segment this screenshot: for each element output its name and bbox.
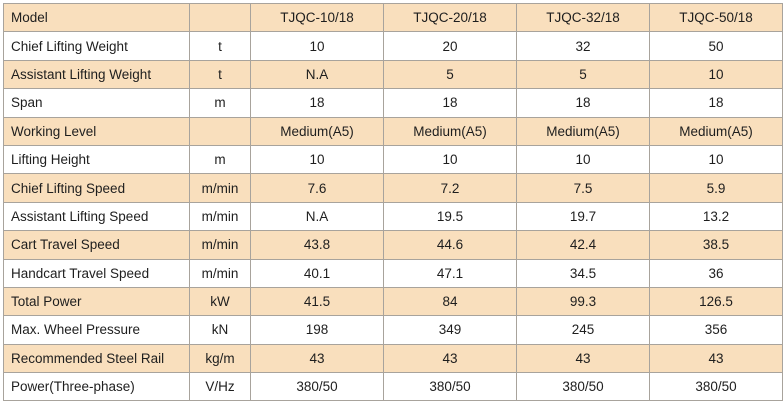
row-label: Span <box>3 88 190 118</box>
row-value: 10 <box>649 59 783 90</box>
row-value: Medium(A5) <box>250 116 384 146</box>
row-value: 356 <box>649 315 783 345</box>
model-header: TJQC-20/18 <box>383 2 517 33</box>
model-header: TJQC-10/18 <box>250 2 384 33</box>
header-row: Model TJQC-10/18 TJQC-20/18 TJQC-32/18 T… <box>3 2 783 33</box>
row-value: 18 <box>250 88 384 118</box>
table-row: Assistant Lifting Speed m/min N.A 19.5 19.7 1… <box>3 201 783 232</box>
table-row: Handcart Travel Speed m/min 40.1 47.1 34.5 36 <box>3 258 783 288</box>
row-value: 10 <box>516 144 650 175</box>
row-value: 41.5 <box>250 286 384 317</box>
row-value: 43 <box>649 343 783 374</box>
table-row: Span m 18 18 18 18 <box>3 88 783 118</box>
row-value: 19.7 <box>516 201 650 232</box>
row-value: 44.6 <box>383 230 517 260</box>
row-value: 99.3 <box>516 286 650 317</box>
row-value: 43 <box>250 343 384 374</box>
spec-table: Model TJQC-10/18 TJQC-20/18 TJQC-32/18 T… <box>3 2 783 402</box>
row-unit: m <box>189 144 251 175</box>
row-unit: kg/m <box>189 343 251 374</box>
row-value: 10 <box>250 144 384 175</box>
row-value: 38.5 <box>649 230 783 260</box>
header-unit <box>189 2 251 33</box>
row-value: Medium(A5) <box>516 116 650 146</box>
row-value: 47.1 <box>383 258 517 288</box>
row-value: 36 <box>649 258 783 288</box>
row-value: 7.6 <box>250 173 384 203</box>
model-header: TJQC-50/18 <box>649 2 783 33</box>
row-value: 5 <box>383 59 517 90</box>
row-value: 20 <box>383 31 517 61</box>
table-row: Max. Wheel Pressure kN 198 349 245 356 <box>3 315 783 345</box>
row-unit: m/min <box>189 173 251 203</box>
row-label: Power(Three-phase) <box>3 372 190 402</box>
row-value: 34.5 <box>516 258 650 288</box>
row-label: Cart Travel Speed <box>3 230 190 260</box>
row-value: 42.4 <box>516 230 650 260</box>
row-value: 349 <box>383 315 517 345</box>
row-label: Handcart Travel Speed <box>3 258 190 288</box>
row-value: 380/50 <box>383 372 517 402</box>
row-label: Recommended Steel Rail <box>3 343 190 374</box>
row-unit: kW <box>189 286 251 317</box>
row-value: N.A <box>250 59 384 90</box>
row-value: 198 <box>250 315 384 345</box>
table-row: Working Level Medium(A5) Medium(A5) Medium(… <box>3 116 783 146</box>
row-value: 10 <box>649 144 783 175</box>
row-value: 50 <box>649 31 783 61</box>
row-value: 380/50 <box>649 372 783 402</box>
row-value: 7.2 <box>383 173 517 203</box>
model-header: TJQC-32/18 <box>516 2 650 33</box>
row-unit: V/Hz <box>189 372 251 402</box>
row-label: Working Level <box>3 116 190 146</box>
table-row: Cart Travel Speed m/min 43.8 44.6 42.4 38.5 <box>3 230 783 260</box>
row-value: 5 <box>516 59 650 90</box>
table-row: Chief Lifting Weight t 10 20 32 50 <box>3 31 783 61</box>
row-value: 84 <box>383 286 517 317</box>
row-value: Medium(A5) <box>383 116 517 146</box>
row-unit: m/min <box>189 230 251 260</box>
row-unit: m <box>189 88 251 118</box>
table-row: Chief Lifting Speed m/min 7.6 7.2 7.5 5.9 <box>3 173 783 203</box>
row-value: 18 <box>383 88 517 118</box>
row-value: 13.2 <box>649 201 783 232</box>
row-value: 18 <box>649 88 783 118</box>
header-label: Model <box>3 2 190 33</box>
table-row: Assistant Lifting Weight t N.A 5 5 10 <box>3 59 783 90</box>
row-label: Lifting Height <box>3 144 190 175</box>
row-value: 19.5 <box>383 201 517 232</box>
row-label: Total Power <box>3 286 190 317</box>
row-value: 43.8 <box>250 230 384 260</box>
row-value: 18 <box>516 88 650 118</box>
row-value: 380/50 <box>516 372 650 402</box>
table-row: Recommended Steel Rail kg/m 43 43 43 43 <box>3 343 783 374</box>
row-value: N.A <box>250 201 384 232</box>
row-label: Max. Wheel Pressure <box>3 315 190 345</box>
table-row: Total Power kW 41.5 84 99.3 126.5 <box>3 286 783 317</box>
row-unit: m/min <box>189 201 251 232</box>
table-row: Power(Three-phase) V/Hz 380/50 380/50 380/50… <box>3 372 783 402</box>
row-value: 380/50 <box>250 372 384 402</box>
row-label: Assistant Lifting Speed <box>3 201 190 232</box>
row-unit: t <box>189 31 251 61</box>
row-value: 32 <box>516 31 650 61</box>
row-unit <box>189 116 251 146</box>
row-unit: kN <box>189 315 251 345</box>
row-value: 40.1 <box>250 258 384 288</box>
row-value: 43 <box>516 343 650 374</box>
row-value: 10 <box>250 31 384 61</box>
row-value: 7.5 <box>516 173 650 203</box>
row-value: Medium(A5) <box>649 116 783 146</box>
row-value: 10 <box>383 144 517 175</box>
row-value: 126.5 <box>649 286 783 317</box>
row-label: Chief Lifting Weight <box>3 31 190 61</box>
table-row: Lifting Height m 10 10 10 10 <box>3 144 783 175</box>
row-value: 245 <box>516 315 650 345</box>
row-unit: m/min <box>189 258 251 288</box>
row-label: Chief Lifting Speed <box>3 173 190 203</box>
row-value: 5.9 <box>649 173 783 203</box>
row-unit: t <box>189 59 251 90</box>
row-label: Assistant Lifting Weight <box>3 59 190 90</box>
row-value: 43 <box>383 343 517 374</box>
